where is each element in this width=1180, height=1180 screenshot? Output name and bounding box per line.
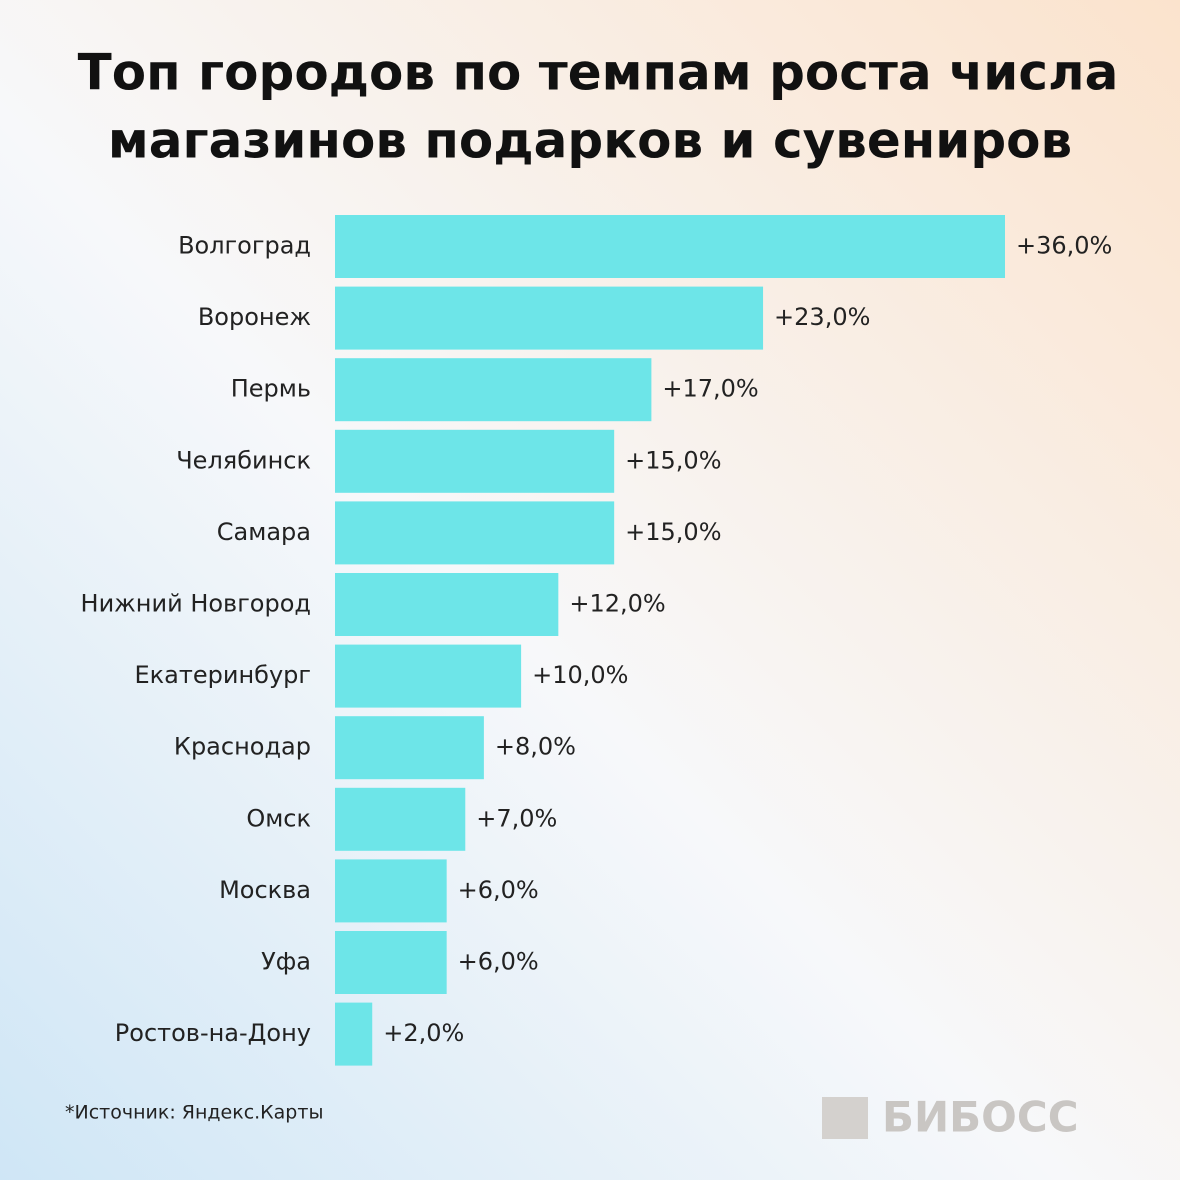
bar [335,358,652,422]
value-label: +7,0% [476,804,557,832]
category-label: Челябинск [176,446,311,474]
category-label: Москва [219,876,311,904]
bar [335,859,447,923]
value-label: +10,0% [532,661,628,689]
value-label: +6,0% [458,948,539,976]
category-label: Самара [217,518,311,546]
bar [335,429,615,493]
bar [335,716,484,780]
bar [335,644,522,708]
value-label: +36,0% [1016,232,1112,260]
category-label: Ростов-на-Дону [115,1019,311,1047]
bar [335,573,559,636]
value-label: +15,0% [625,518,721,546]
logo-icon [822,1097,868,1139]
value-label: +12,0% [569,590,665,618]
bar [335,286,764,350]
value-label: +23,0% [774,303,870,331]
bar [335,1002,373,1066]
bar [335,501,615,565]
category-label: Нижний Новгород [81,590,311,618]
chart-title: Топ городов по темпам роста числа [78,44,1119,102]
category-label: Воронеж [198,303,311,331]
category-label: Пермь [231,375,311,403]
category-label: Уфа [261,948,311,976]
category-label: Екатеринбург [135,661,311,689]
category-label: Волгоград [178,232,311,260]
value-label: +17,0% [662,375,758,403]
category-label: Краснодар [174,733,311,761]
bar [335,787,466,851]
value-label: +8,0% [495,733,576,761]
chart-title: магазинов подарков и сувениров [108,112,1072,170]
bar [335,215,1005,278]
value-label: +15,0% [625,446,721,474]
source-note: *Источник: Яндекс.Карты [65,1102,323,1124]
logo: БИБОСС [882,1093,1079,1142]
bar [335,931,447,994]
value-label: +2,0% [383,1019,464,1047]
value-label: +6,0% [458,876,539,904]
category-label: Омск [246,804,311,832]
